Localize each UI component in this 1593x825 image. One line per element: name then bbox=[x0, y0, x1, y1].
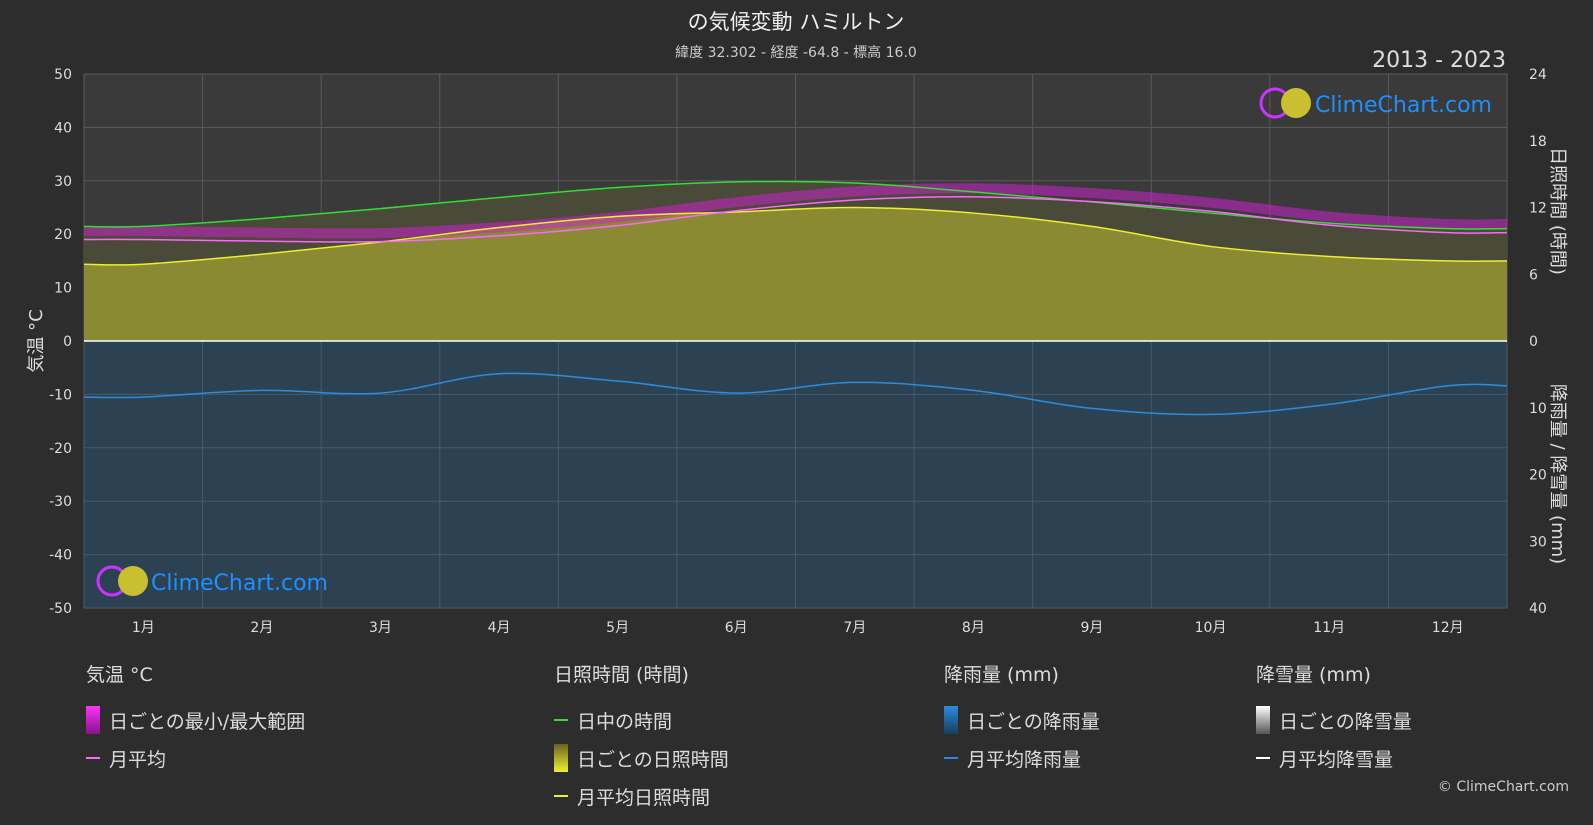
legend-item: 月平均 bbox=[86, 739, 305, 777]
right-axis-title-precipitation: 降雨量 / 降雪量 (mm) bbox=[1547, 384, 1568, 564]
month-tick-label: 4月 bbox=[488, 620, 511, 636]
axes: 50 40 30 20 10 0 -10 -20 -30 -40 -50 24 18 12 6 0 10 20 30… bbox=[49, 67, 1547, 636]
right-tick-label-precipitation: 40 bbox=[1529, 601, 1547, 617]
legend-label: 日中の時間 bbox=[577, 710, 673, 733]
legend-title: 降雨量 (mm) bbox=[944, 664, 1059, 686]
line-swatch-icon bbox=[554, 795, 568, 797]
legend-label: 月平均降雨量 bbox=[967, 748, 1082, 771]
left-tick-label: 0 bbox=[63, 334, 72, 350]
period-label: 2013 - 2023 bbox=[1372, 48, 1506, 73]
temp-range-band bbox=[83, 183, 1508, 239]
legend-item: 日ごとの降雪量 bbox=[1256, 701, 1412, 739]
legend-title: 気温 °C bbox=[86, 664, 153, 686]
snow-swatch-icon bbox=[1256, 706, 1270, 734]
left-tick-label: 30 bbox=[54, 174, 72, 190]
month-tick-label: 9月 bbox=[1080, 620, 1103, 636]
right-tick-label-precipitation: 10 bbox=[1529, 401, 1547, 417]
right-axis-title-sunshine: 日照時間 (時間) bbox=[1547, 147, 1568, 275]
legend-sunshine: 日照時間 (時間) 日中の時間 日ごとの日照時間 月平均日照時間 bbox=[554, 660, 729, 815]
brand-logo-top: ClimeChart.com bbox=[1259, 87, 1492, 119]
right-tick-label-sunshine: 12 bbox=[1529, 201, 1547, 217]
legend-label: 月平均 bbox=[109, 748, 167, 771]
logo-sun-icon bbox=[1281, 88, 1311, 118]
range-swatch-icon bbox=[86, 706, 100, 734]
right-tick-label-sunshine: 0 bbox=[1529, 334, 1538, 350]
right-tick-label-sunshine: 24 bbox=[1529, 67, 1547, 83]
month-tick-label: 7月 bbox=[843, 620, 866, 636]
brand-logo-bottom: ClimeChart.com bbox=[96, 565, 328, 597]
legend-snow: 降雪量 (mm) 日ごとの降雪量 月平均降雪量 bbox=[1256, 660, 1412, 777]
legend-label: 月平均日照時間 bbox=[577, 786, 711, 809]
legend-item: 日ごとの降雨量 bbox=[944, 701, 1100, 739]
daily-fills bbox=[83, 181, 1508, 608]
month-tick-label: 1月 bbox=[132, 620, 155, 636]
logo-text: ClimeChart.com bbox=[1315, 93, 1492, 118]
legend-label: 日ごとの降雪量 bbox=[1279, 710, 1412, 733]
month-tick-label: 5月 bbox=[606, 620, 629, 636]
logo-sun-icon bbox=[118, 566, 148, 596]
legend-title: 日照時間 (時間) bbox=[554, 664, 689, 686]
legend-item: 日ごとの最小/最大範囲 bbox=[86, 701, 305, 739]
legend-title: 降雪量 (mm) bbox=[1256, 664, 1371, 686]
month-tick-label: 11月 bbox=[1313, 620, 1345, 636]
month-tick-label: 12月 bbox=[1432, 620, 1464, 636]
left-tick-label: -10 bbox=[49, 387, 72, 403]
left-tick-label: 10 bbox=[54, 281, 72, 297]
logo-text: ClimeChart.com bbox=[151, 571, 328, 596]
legend-item: 日中の時間 bbox=[554, 701, 729, 739]
right-tick-label-precipitation: 20 bbox=[1529, 468, 1547, 484]
left-tick-label: 20 bbox=[54, 227, 72, 243]
line-swatch-icon bbox=[1256, 757, 1270, 759]
sunshine-mean-line bbox=[83, 206, 1508, 266]
legend-label: 月平均降雪量 bbox=[1279, 748, 1394, 771]
legend-rain: 降雨量 (mm) 日ごとの降雨量 月平均降雨量 bbox=[944, 660, 1100, 777]
right-tick-label-sunshine: 18 bbox=[1529, 134, 1547, 150]
left-tick-label: 50 bbox=[54, 67, 72, 83]
line-swatch-icon bbox=[554, 719, 568, 721]
month-tick-label: 2月 bbox=[250, 620, 273, 636]
month-tick-label: 3月 bbox=[369, 620, 392, 636]
legend-label: 日ごとの日照時間 bbox=[577, 748, 729, 771]
left-tick-label: 40 bbox=[54, 120, 72, 136]
left-tick-label: -20 bbox=[49, 441, 72, 457]
legend-label: 日ごとの降雨量 bbox=[967, 710, 1100, 733]
left-tick-label: -30 bbox=[49, 494, 72, 510]
legend-item: 日ごとの日照時間 bbox=[554, 739, 729, 777]
left-tick-label: -50 bbox=[49, 601, 72, 617]
sunshine-fill bbox=[84, 207, 1507, 341]
rain-fill bbox=[84, 341, 1507, 608]
left-axis-title: 気温 °C bbox=[26, 309, 47, 372]
daylight-line bbox=[83, 180, 1508, 230]
chart-subtitle: 緯度 32.302 - 経度 -64.8 - 標高 16.0 bbox=[675, 44, 917, 61]
line-swatch-icon bbox=[944, 757, 958, 759]
rain-mean-line bbox=[83, 372, 1508, 416]
right-tick-label-precipitation: 30 bbox=[1529, 534, 1547, 550]
month-tick-label: 8月 bbox=[962, 620, 985, 636]
month-tick-label: 6月 bbox=[725, 620, 748, 636]
legend-temperature: 気温 °C 日ごとの最小/最大範囲 月平均 bbox=[86, 660, 305, 777]
right-tick-label-sunshine: 6 bbox=[1529, 267, 1538, 283]
legend-item: 月平均降雨量 bbox=[944, 739, 1100, 777]
fill-swatch-icon bbox=[554, 744, 568, 772]
temp-mean-line bbox=[83, 196, 1508, 243]
rain-swatch-icon bbox=[944, 706, 958, 734]
month-tick-label: 10月 bbox=[1195, 620, 1227, 636]
legend-label: 日ごとの最小/最大範囲 bbox=[109, 710, 306, 733]
climate-chart: の気候変動 ハミルトン 緯度 32.302 - 経度 -64.8 - 標高 16… bbox=[26, 10, 1568, 636]
legend-item: 月平均日照時間 bbox=[554, 777, 729, 815]
series-lines bbox=[83, 180, 1508, 416]
copyright-text: © ClimeChart.com bbox=[1437, 779, 1569, 795]
line-swatch-icon bbox=[86, 757, 100, 759]
chart-title: の気候変動 ハミルトン bbox=[688, 10, 905, 34]
left-tick-label: -40 bbox=[49, 548, 72, 564]
legend-item: 月平均降雪量 bbox=[1256, 739, 1412, 777]
